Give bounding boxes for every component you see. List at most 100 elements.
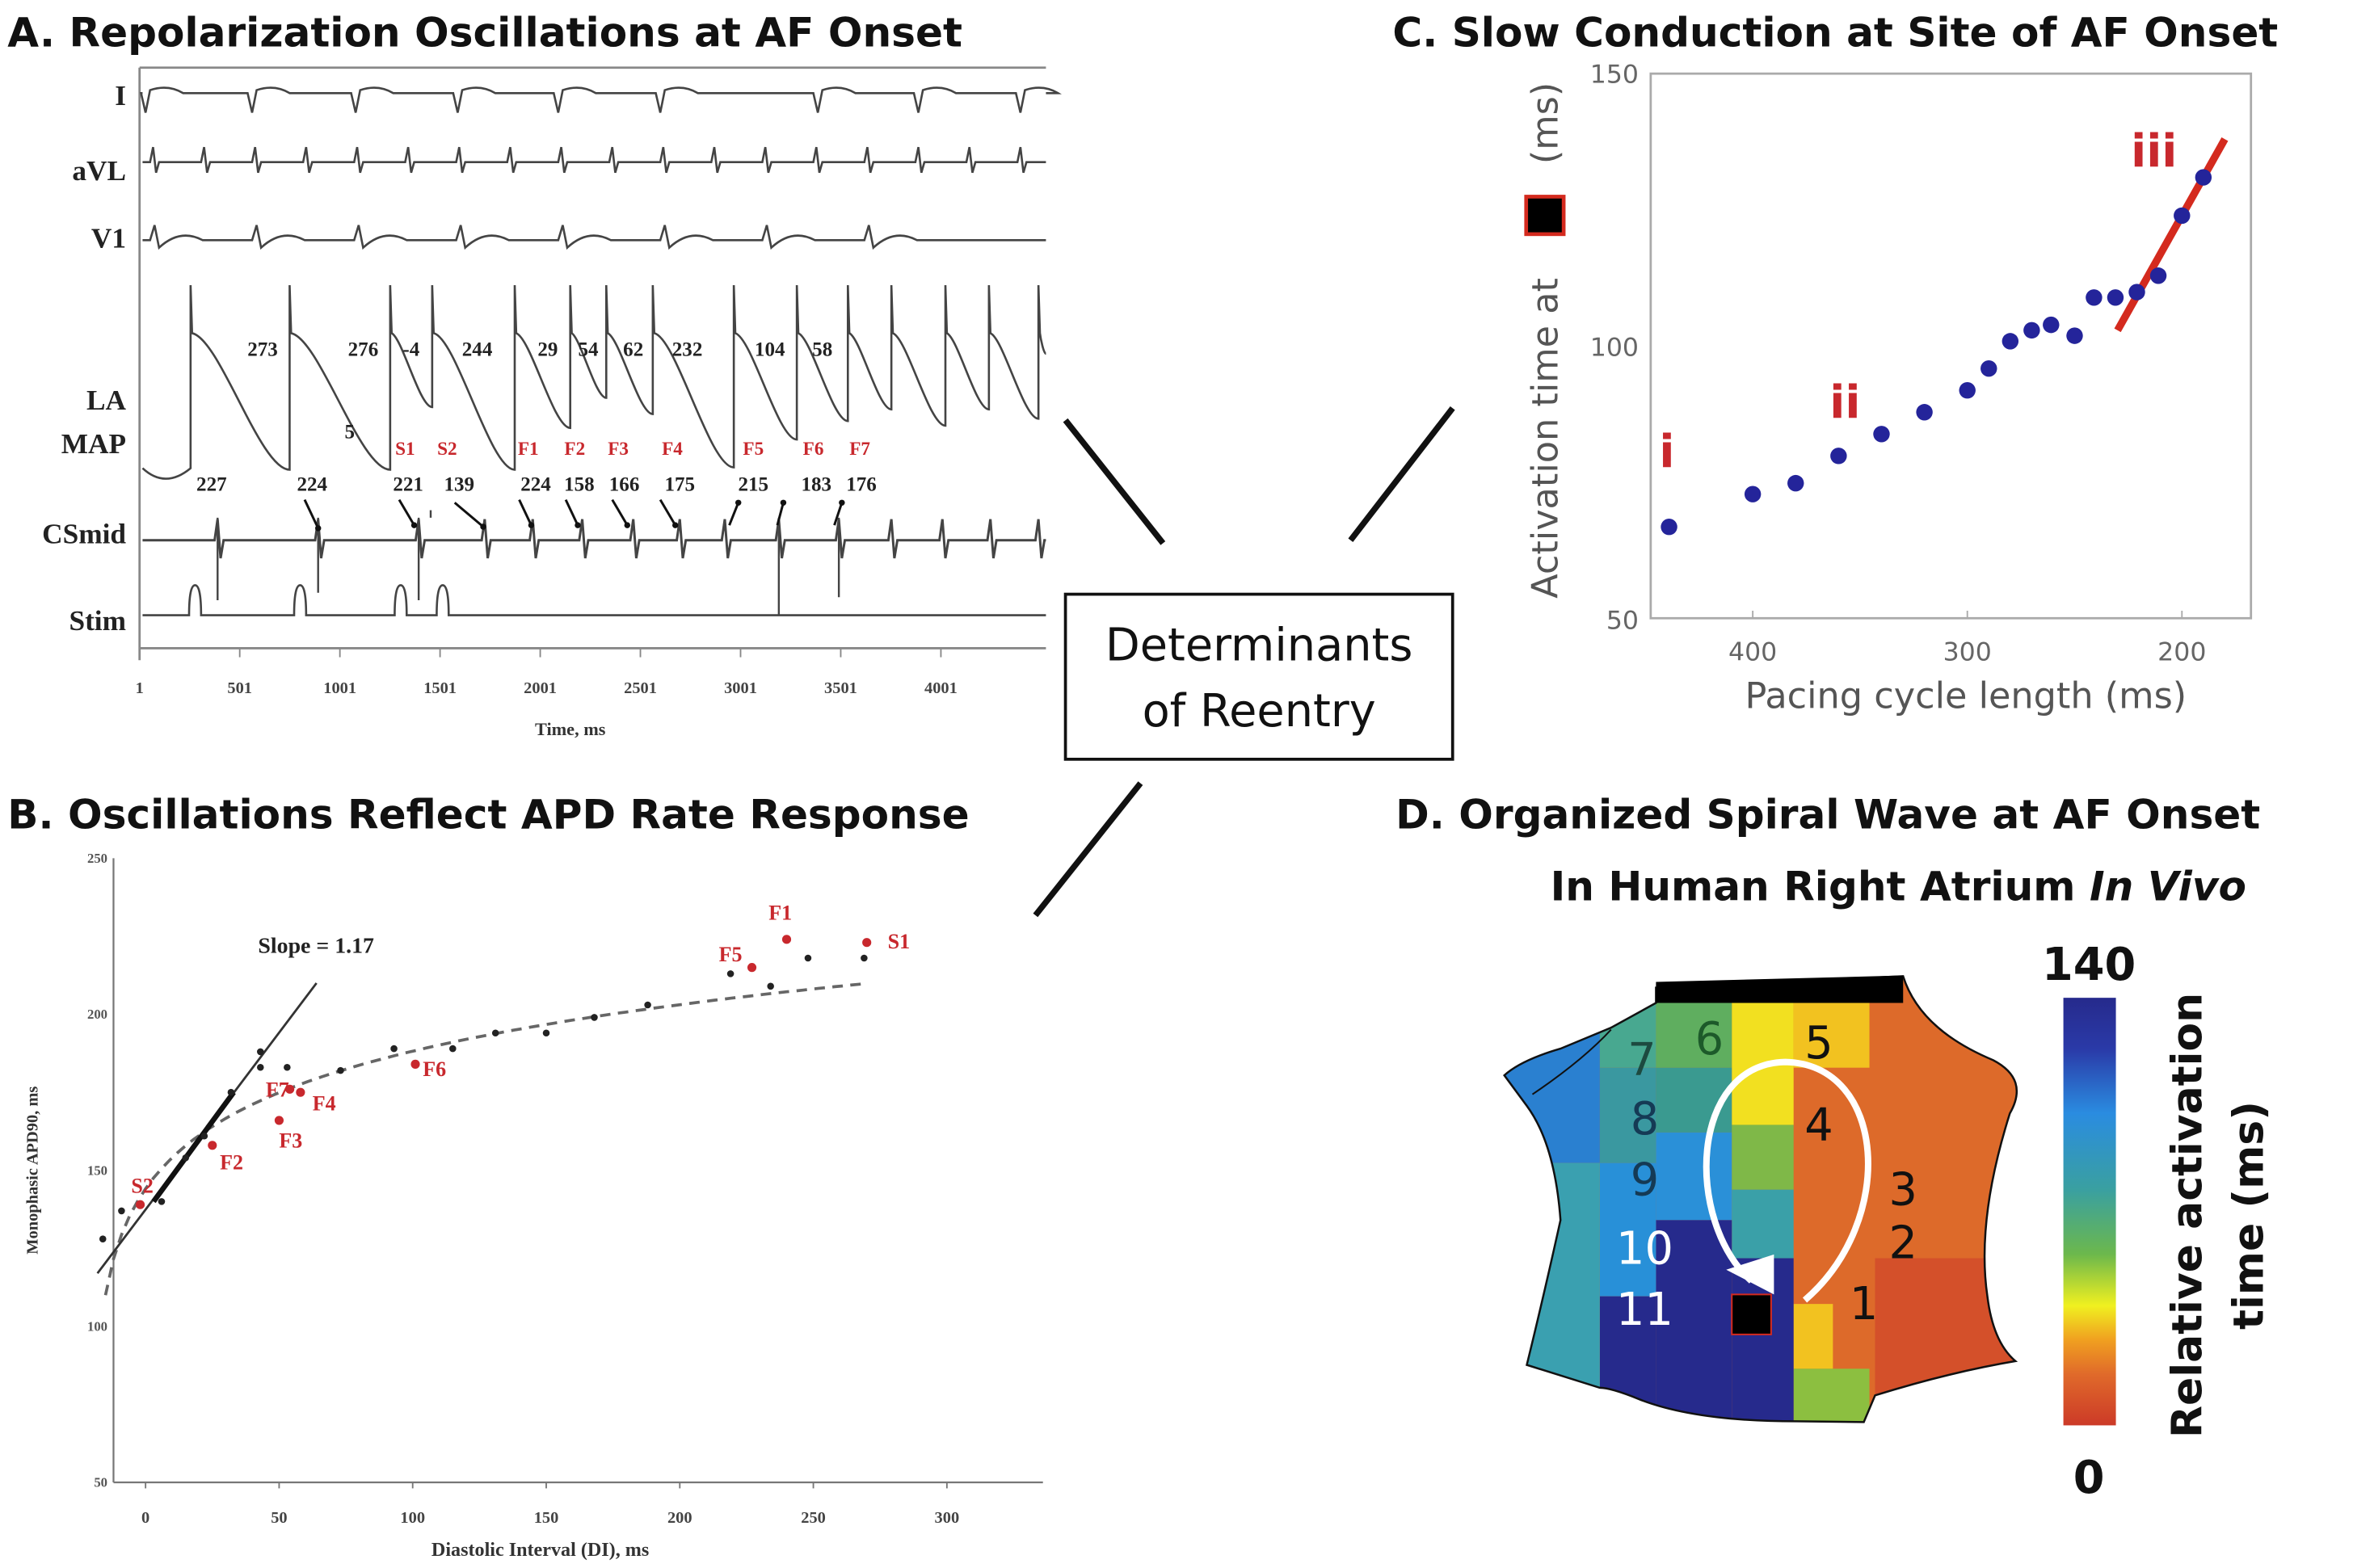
y-axis-label-unit: (ms): [1525, 82, 1567, 164]
spiral-arrow: [1707, 1062, 1868, 1301]
plot-frame: [1649, 72, 2253, 620]
di-label: 166: [609, 473, 640, 495]
x-tick-label: 300: [1943, 637, 1992, 666]
box-line2: of Reentry: [1143, 685, 1376, 738]
data-point: [337, 1066, 344, 1074]
csmid-trace: [142, 519, 1046, 559]
data-point: [182, 1154, 189, 1162]
sequence-label-9: 9: [1631, 1154, 1659, 1207]
time-tick-label: 2001: [524, 679, 557, 697]
di-label: 215: [738, 473, 768, 495]
beat-label-s2: S2: [437, 439, 457, 460]
di-label: 183: [801, 473, 831, 495]
sequence-label-6: 6: [1695, 1013, 1724, 1066]
y-axis-label-main: Activation time at: [1525, 278, 1567, 599]
data-point: [1980, 359, 1997, 377]
lead-label-i: I: [115, 80, 126, 111]
x-axis-label: Pacing cycle length (ms): [1745, 675, 2187, 717]
activation-region: [1656, 1220, 1732, 1423]
subtitle-plain: In Human Right Atrium: [1551, 862, 2090, 910]
data-point: [449, 1045, 457, 1053]
activation-region: [1875, 1258, 2017, 1423]
time-tick-label: 3001: [724, 679, 757, 697]
time-tick-label: 3501: [824, 679, 857, 697]
activation-region: [1732, 1189, 1794, 1259]
beat-label-f5: F5: [743, 439, 764, 460]
stim-trace: [142, 584, 1046, 616]
sequence-label-7: 7: [1627, 1034, 1656, 1087]
time-tick-label: 1: [136, 679, 144, 697]
x-tick-label: 200: [2157, 637, 2206, 666]
data-point: [1830, 448, 1847, 465]
data-point: [1873, 426, 1890, 443]
sequence-label-11: 11: [1616, 1284, 1673, 1336]
red-point-label: F1: [768, 902, 792, 925]
y-tick-label: 100: [1590, 333, 1639, 362]
activation-region: [1793, 1003, 1870, 1068]
di-label: 175: [664, 473, 695, 495]
arrow-head: [575, 522, 581, 528]
activation-arrow: [564, 498, 579, 526]
colorbar-label-line1: Relative activation: [2163, 993, 2212, 1438]
data-point: [257, 1048, 264, 1056]
lead-avl-trace: [142, 146, 1046, 174]
red-point-s2: [135, 1200, 145, 1209]
map-outline: [1505, 976, 2017, 1422]
apd-label: 54: [578, 338, 599, 360]
atrial-map: [1499, 975, 2032, 1426]
y-tick-label: 150: [87, 1162, 107, 1178]
arrow-head: [839, 499, 845, 506]
colorbar-min-label: 0: [2073, 1452, 2105, 1504]
data-point: [726, 970, 735, 977]
activation-arrow: [303, 498, 320, 529]
activation-arrow: [728, 502, 740, 526]
activation-arrow: [611, 498, 629, 526]
lead-label-map: MAP: [61, 428, 126, 460]
di-label: 176: [846, 473, 877, 495]
di-label: 224: [297, 473, 327, 495]
di-label: 224: [520, 473, 551, 495]
activation-region: [1656, 1132, 1732, 1221]
sequence-label-4: 4: [1804, 1099, 1833, 1151]
slope-line-bold: [151, 1091, 236, 1204]
apd-label: 276: [348, 338, 379, 360]
time-tick-label: 1001: [323, 679, 356, 697]
appendage-border: [1532, 1030, 1610, 1095]
determinants-box: Determinants of Reentry: [1063, 592, 1454, 761]
arrow-head: [528, 522, 535, 528]
data-point: [118, 1207, 125, 1215]
x-axis-label: Diastolic Interval (DI), ms: [431, 1539, 649, 1561]
panel-b-title: B. Oscillations Reflect APD Rate Respons…: [7, 790, 969, 838]
activation-arrow: [659, 498, 676, 526]
x-tick-label: 0: [141, 1509, 149, 1527]
apd-label: 104: [755, 338, 785, 360]
di-label: 227: [196, 473, 227, 495]
lead-label-avl: aVL: [72, 155, 126, 187]
apd-label: 244: [462, 338, 493, 360]
panel-d-title: D. Organized Spiral Wave at AF Onset: [1395, 790, 2260, 838]
beat-label-f2: F2: [564, 439, 585, 460]
red-point-f7: [285, 1084, 295, 1094]
spiral-arrow-head-icon: [1726, 1254, 1774, 1295]
data-point: [591, 1014, 598, 1021]
di-label: 158: [564, 473, 595, 495]
phase-label-ii: ii: [1829, 376, 1860, 429]
activation-region: [1599, 1067, 1656, 1163]
lead-label-stim: Stim: [69, 605, 126, 637]
apd-label: -4: [402, 338, 419, 360]
activation-arrow: [833, 502, 844, 526]
x-tick-label: 150: [534, 1509, 559, 1527]
red-point-f1: [781, 935, 792, 944]
arrow-head: [315, 525, 322, 532]
x-tick-label: 100: [400, 1509, 425, 1527]
di-label: 139: [444, 473, 474, 495]
di-label: 221: [393, 473, 423, 495]
data-point: [1787, 474, 1804, 492]
data-point: [2107, 289, 2124, 306]
arrow-head: [780, 499, 787, 506]
data-point: [1744, 486, 1762, 502]
y-tick-label: 50: [94, 1475, 107, 1490]
data-point: [158, 1198, 166, 1205]
data-point: [2023, 322, 2040, 339]
sequence-label-8: 8: [1631, 1093, 1659, 1146]
